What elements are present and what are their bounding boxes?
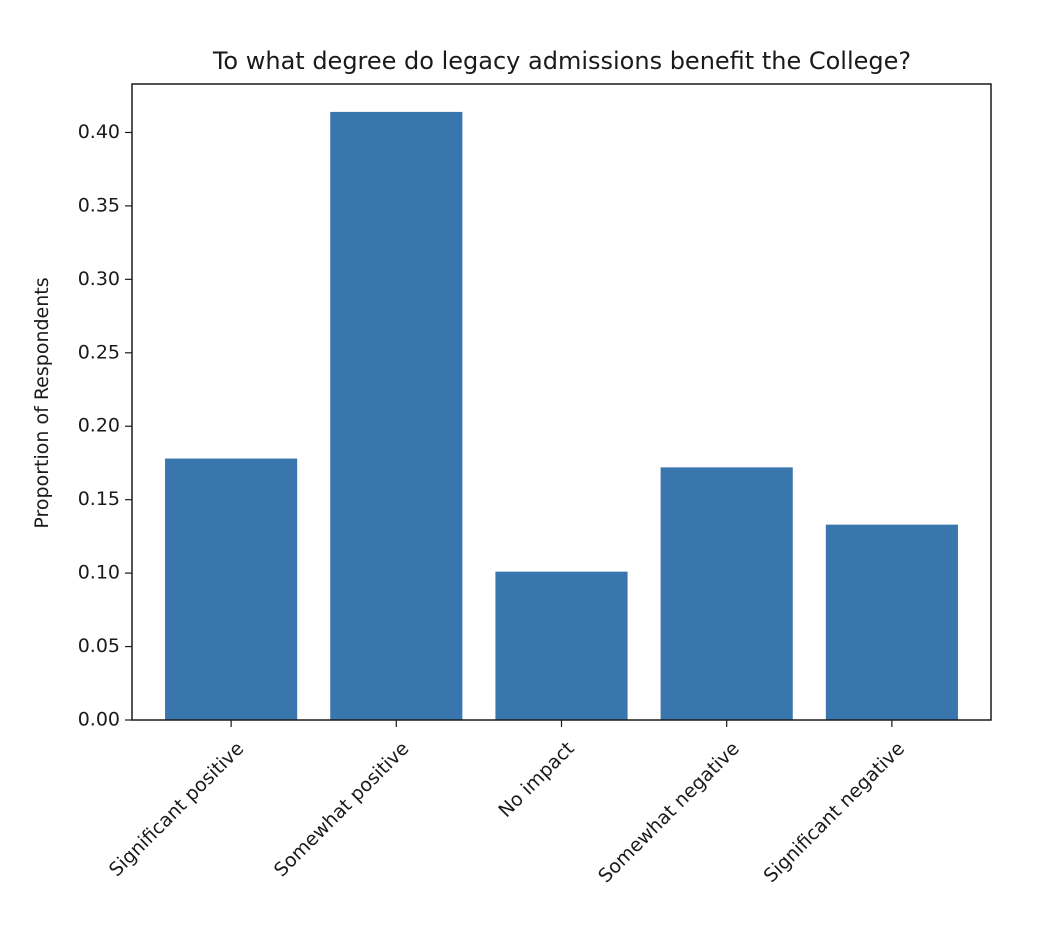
y-tick-label: 0.05 xyxy=(78,635,120,657)
x-tick-label: Somewhat positive xyxy=(270,738,414,882)
y-axis-label: Proportion of Respondents xyxy=(31,277,53,528)
y-tick-label: 0.35 xyxy=(78,194,120,216)
x-tick-label: Significant positive xyxy=(105,738,248,881)
y-tick-label: 0.15 xyxy=(78,488,120,510)
bar-significant-positive xyxy=(165,458,298,720)
y-tick-label: 0.00 xyxy=(78,709,120,731)
y-tick-label: 0.10 xyxy=(78,562,120,584)
y-tick-label: 0.30 xyxy=(78,268,120,290)
bar-no-impact xyxy=(495,571,628,720)
y-tick-label: 0.20 xyxy=(78,415,120,437)
y-tick-label: 0.25 xyxy=(78,341,120,363)
x-tick-label: Somewhat negative xyxy=(594,738,744,888)
bars-group xyxy=(165,111,958,720)
bar-somewhat-negative xyxy=(660,467,793,720)
y-axis-ticks: 0.00 0.05 0.10 0.15 0.20 0.25 0.30 0.35 0.40 xyxy=(78,121,132,731)
bar-significant-negative xyxy=(825,524,958,720)
x-tick-label: No impact xyxy=(494,738,578,822)
x-axis-ticks: Significant positive Somewhat positive No … xyxy=(105,720,909,887)
bar-somewhat-positive xyxy=(330,111,463,720)
chart-title: To what degree do legacy admissions bene… xyxy=(212,47,911,75)
x-tick-label: Significant negative xyxy=(760,738,909,887)
plot-frame xyxy=(131,83,992,721)
y-tick-label: 0.40 xyxy=(78,121,120,143)
